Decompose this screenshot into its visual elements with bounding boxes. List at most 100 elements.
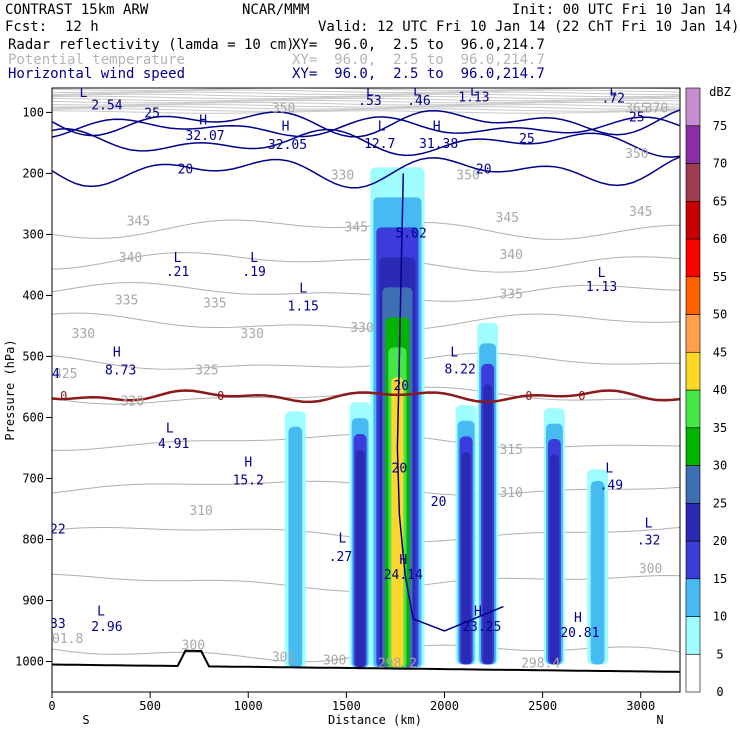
y-tick-label: 900	[22, 593, 44, 607]
init-time: Init: 00 UTC Fri 10 Jan 14	[512, 2, 732, 18]
colorbar-level-label: 25	[713, 496, 727, 510]
colorbar-swatch	[685, 163, 701, 202]
zero-isotherm-label: 0	[217, 389, 224, 403]
theta-contour-label: 330	[72, 327, 95, 342]
theta-contour-label: 315	[499, 443, 522, 458]
y-tick-label: 100	[22, 105, 44, 119]
theta-contour-label: 350	[456, 169, 479, 184]
x-axis-south-label: S	[82, 713, 89, 727]
theta-contour-label: 370	[645, 101, 668, 116]
colorbar-swatch	[685, 653, 701, 693]
theta-contour-label: 350	[625, 147, 648, 162]
wind-contour-line	[52, 116, 680, 138]
center-title: NCAR/MMM	[242, 2, 310, 18]
colorbar-swatch	[685, 314, 701, 353]
reflectivity-band	[590, 481, 605, 665]
wind-contour-label: 20	[392, 461, 408, 476]
theta-contour-line	[52, 89, 680, 93]
extremum-label: 2.96	[91, 620, 122, 635]
theta-contour-label: 310	[499, 486, 522, 501]
wind-contour-line	[52, 156, 680, 189]
theta-contour-line	[52, 104, 680, 108]
extremum-label: L	[609, 84, 617, 99]
extremum-label: .32	[637, 533, 660, 548]
extremum-label: L	[378, 120, 386, 135]
extremum-label: 23.25	[462, 620, 501, 635]
x-axis-north-label: N	[656, 713, 663, 727]
extremum-label: 1.13	[586, 280, 617, 295]
wind-contour-label: 20	[393, 379, 409, 394]
theta-contour-line	[52, 386, 680, 405]
colorbar-level-label: 55	[713, 270, 727, 284]
extremum-label: 5.02	[395, 226, 426, 241]
theta-contour-line	[52, 95, 680, 100]
y-tick-label: 400	[22, 288, 44, 302]
colorbar-swatch	[685, 389, 701, 429]
reflectivity-band	[355, 449, 365, 668]
x-tick-label: 2000	[430, 699, 459, 713]
colorbar-level-label: 0	[716, 685, 723, 699]
extremum-label: 15.2	[233, 474, 264, 489]
y-tick-label: 500	[22, 349, 44, 363]
extremum-label: .53	[358, 94, 381, 109]
colorbar-level-label: 70	[713, 157, 727, 171]
colorbar-level-label: 65	[713, 194, 727, 208]
zero-isotherm-line	[52, 389, 680, 404]
extremum-label: H	[433, 120, 441, 135]
extremum-label: H	[199, 114, 207, 129]
wind-contour-label: 20	[431, 495, 447, 510]
extremum-label: L	[366, 84, 374, 99]
theta-contour-line	[52, 101, 680, 106]
colorbar-swatch	[685, 87, 701, 127]
extremum-label: 8.22	[445, 363, 476, 378]
x-tick-label: 1500	[332, 699, 361, 713]
colorbar: 0 5 10 15 20 25 30 35 40 45 50 55 60 65 70 75	[685, 87, 727, 699]
extremum-label: L	[166, 422, 174, 437]
extremum-label: L	[598, 266, 606, 281]
extremum-label: .19	[242, 265, 265, 280]
extremum-label: L	[470, 84, 478, 99]
extremum-label: L	[450, 345, 458, 360]
colorbar-swatch	[685, 200, 701, 240]
extremum-label: L	[79, 86, 87, 101]
reflectivity-band	[461, 451, 471, 665]
colorbar-level-label: 40	[713, 383, 727, 397]
extremum-label: H	[474, 605, 482, 620]
theta-contour-line	[52, 108, 680, 112]
theta-contour-label: 298.2	[378, 657, 417, 672]
y-tick-label: 300	[22, 227, 44, 241]
model-title: CONTRAST 15km ARW	[5, 2, 149, 18]
theta-contour-label: 345	[496, 211, 519, 226]
colorbar-swatch	[685, 125, 701, 164]
colorbar-swatch	[685, 502, 701, 542]
theta-contour-label: 350	[272, 101, 295, 116]
extremum-label: 22	[50, 522, 66, 537]
field-name-reflectivity: Radar reflectivity (lamda = 10 cm)	[8, 37, 295, 53]
extremum-label: .46	[407, 94, 430, 109]
extremum-label: L	[97, 605, 105, 620]
extremum-label: L	[339, 532, 347, 547]
x-axis-label: Distance (km)	[328, 713, 422, 727]
x-tick-label: 0	[48, 699, 55, 713]
valid-time: Valid: 12 UTC Fri 10 Jan 14 (22 ChT Fri …	[318, 19, 740, 35]
colorbar-swatch	[685, 238, 701, 278]
theta-contour-line	[52, 97, 680, 102]
reflectivity-band	[288, 426, 303, 668]
wind-contour-label: 25	[629, 111, 645, 126]
extremum-label: 12.7	[364, 137, 395, 152]
wind-contour-label: 25	[144, 106, 160, 121]
theta-contour-label: 365	[625, 101, 648, 116]
extremum-label: L	[250, 251, 258, 266]
y-tick-label: 600	[22, 410, 44, 424]
field-name-theta: Potential temperature	[8, 52, 186, 68]
colorbar-level-label: 45	[713, 345, 727, 359]
extremum-label: 20.81	[560, 626, 599, 641]
theta-contour-label: 301	[272, 650, 295, 665]
colorbar-swatch	[685, 540, 701, 580]
theta-contour-label: 325	[54, 367, 77, 382]
extremum-label: 31.38	[419, 137, 458, 152]
theta-contour-label: 330	[331, 169, 354, 184]
extremum-label: .27	[329, 550, 352, 565]
